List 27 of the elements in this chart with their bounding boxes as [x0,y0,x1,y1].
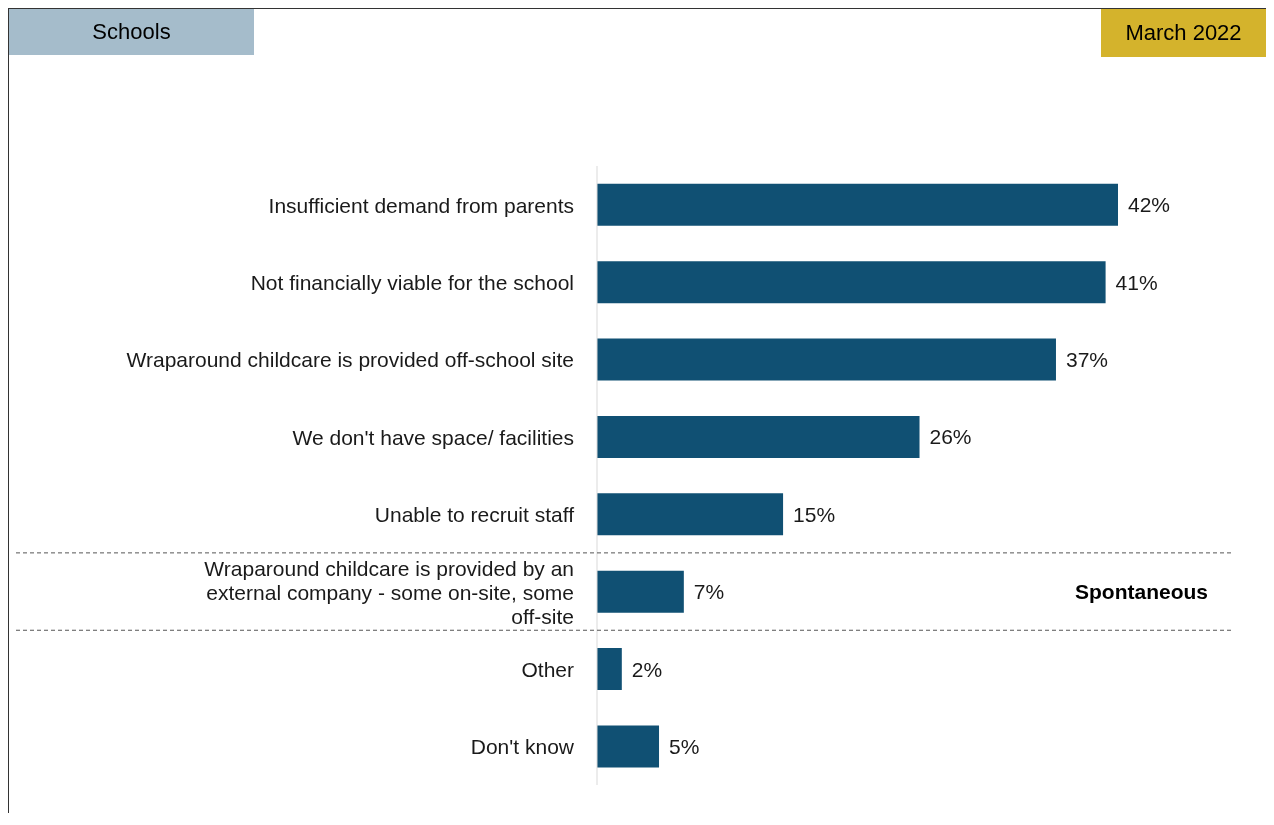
data-label: 26% [929,425,972,449]
y-tick-label: Wraparound childcare is provided off-school site [126,347,574,371]
bar [597,261,1106,304]
y-tick-label: Wraparound childcare is provided by an external company - some on-site, some off-site [204,556,574,628]
bar [597,338,1056,381]
bar [597,493,784,536]
bar [597,725,660,768]
y-tick-label: Other [521,657,574,681]
data-label: 42% [1128,193,1171,217]
bar [597,415,920,458]
text: Schools [9,9,254,55]
data-label: 41% [1115,270,1158,294]
y-tick-label: Don't know [470,734,575,758]
bar [597,183,1118,226]
text: March 2022 [1101,9,1266,57]
bar [597,570,684,613]
bar [597,648,622,691]
data-label: 5% [669,734,700,758]
data-label: 37% [1065,348,1109,371]
data-label: 2% [631,657,663,681]
y-tick-label: Not financially viable for the school [250,270,574,294]
data-label: 15% [793,502,836,526]
annotation: Spontaneous [1074,580,1208,604]
y-tick-label: We don't have space/ facilities [292,425,574,449]
y-tick-label: Unable to recruit staff [374,502,575,526]
y-tick-label: Insufficient demand from parents [268,193,574,217]
data-label: 7% [693,580,725,604]
